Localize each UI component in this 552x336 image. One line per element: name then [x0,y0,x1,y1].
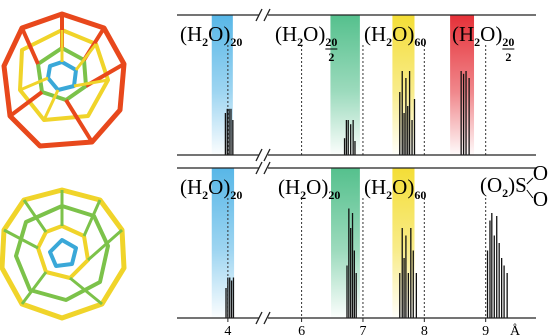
label-part: O) [208,22,230,46]
species-label: (H2O)20 [275,22,337,49]
subscript: 2 [328,50,334,64]
species-label: (H2O)20 [278,175,340,202]
subscript: 20 [328,188,340,202]
label-part: (H [275,22,297,46]
label-part: (H [364,22,386,46]
label-part: O) [303,22,325,46]
subscript: 60 [414,35,426,49]
species-label: (H2O)20 [452,22,514,49]
label-part: (H [180,175,202,199]
x-tick-label: 8 [421,324,428,336]
x-tick-label: 4 [224,324,231,336]
subscript: 20 [230,188,242,202]
label-part: O [533,161,548,185]
label-part: O) [392,175,414,199]
subscript: 20 [325,35,337,49]
x-tick-label: 9 [482,324,489,336]
label-part: (H [278,175,300,199]
label-part: (H [452,22,474,46]
species-label: (H2O)20 [180,22,242,49]
label-part: (H [364,175,386,199]
subscript: 2 [505,50,511,64]
label-part: O) [306,175,328,199]
cage-bottom [2,190,124,318]
x-tick-label: 6 [298,324,305,336]
label-part: O) [480,22,502,46]
x-axis-unit: Å [510,323,521,336]
species-label: (H2O)60 [364,175,426,202]
species-label: (H2O)60 [364,22,426,49]
species-label: (O2)S [480,173,527,200]
plot: (H2O)20(H2O)202(H2O)60(H2O)202(H2O)20(H2… [177,9,548,336]
label-part: (H [180,22,202,46]
cage-top [4,14,124,146]
x-tick-label: 7 [359,324,366,336]
label-part: O) [392,22,414,46]
subscript: 20 [230,35,242,49]
label-part: )S [508,173,527,197]
label-part: (O [480,173,502,197]
label-part: O [533,187,548,211]
figure: (H2O)20(H2O)202(H2O)60(H2O)202(H2O)20(H2… [0,0,552,336]
subscript: 60 [414,188,426,202]
subscript: 20 [502,35,514,49]
label-part: O) [208,175,230,199]
